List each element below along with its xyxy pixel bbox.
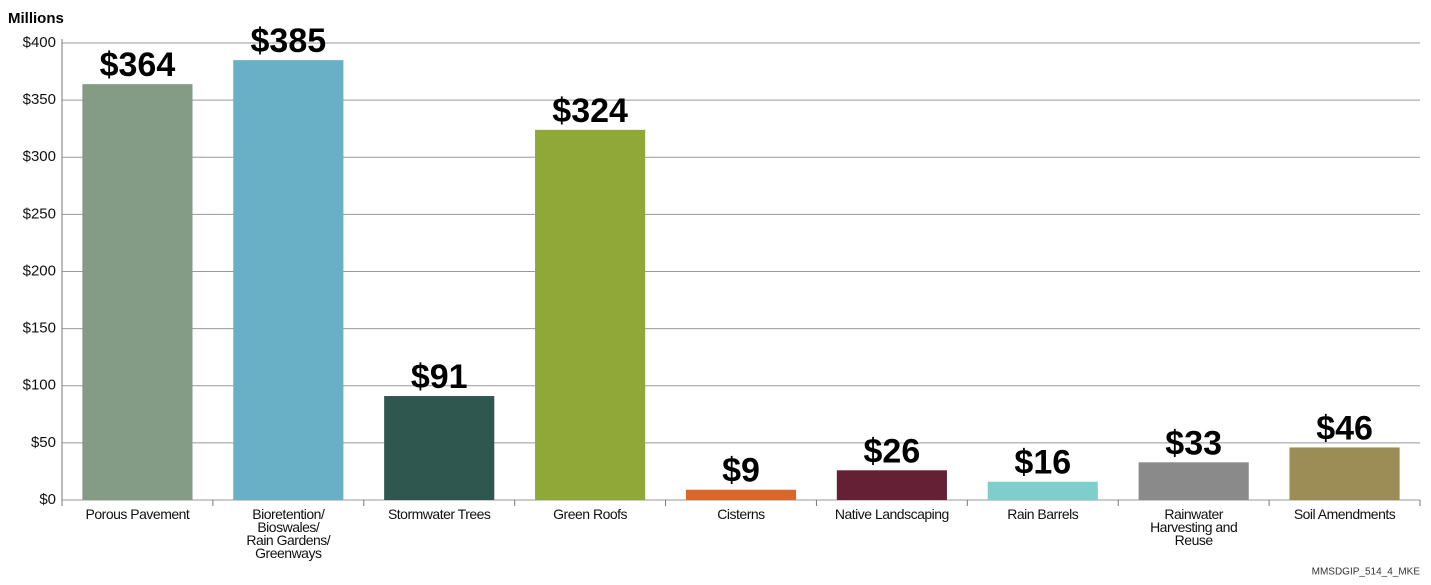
y-tick-label: $100 — [23, 377, 56, 394]
y-tick-label: $300 — [23, 148, 56, 165]
x-tick-label: Native Landscaping — [834, 506, 949, 522]
x-tick-label: Porous Pavement — [85, 506, 190, 522]
bar — [82, 84, 193, 500]
x-tick-label: Rainwater Harvesting and Reuse — [1150, 506, 1238, 548]
x-tick-label: Green Roofs — [553, 506, 628, 522]
bar — [987, 481, 1098, 500]
x-tick-label: Stormwater Trees — [387, 506, 491, 522]
value-label: $324 — [552, 92, 628, 130]
y-axis-label: Millions — [8, 10, 64, 27]
y-tick-label: $0 — [39, 491, 56, 508]
x-tick-label: Rain Barrels — [1007, 506, 1079, 522]
value-label: $26 — [864, 432, 921, 470]
bar — [1138, 462, 1249, 500]
bar — [233, 60, 344, 500]
x-tick-label: Bioretention/ Bioswales/ Rain Gardens/ G… — [246, 506, 331, 561]
bar — [384, 396, 495, 500]
x-tick-label: Cisterns — [717, 506, 765, 522]
bar — [535, 129, 646, 500]
footnote: MMSDGIP_514_4_MKE — [1312, 567, 1421, 578]
value-label: $33 — [1165, 424, 1222, 462]
bar — [1289, 447, 1400, 500]
value-label: $91 — [411, 358, 468, 396]
value-label: $46 — [1316, 409, 1373, 447]
y-tick-label: $50 — [31, 434, 56, 451]
y-tick-label: $350 — [23, 91, 56, 108]
y-tick-label: $200 — [23, 262, 56, 279]
y-tick-label: $150 — [23, 320, 56, 337]
x-tick-label: Soil Amendments — [1293, 506, 1396, 522]
y-tick-label: $400 — [23, 34, 56, 51]
bar — [685, 489, 797, 500]
value-label: $364 — [100, 46, 176, 84]
value-label: $385 — [251, 22, 327, 60]
bar — [836, 470, 947, 500]
value-label: $9 — [722, 452, 760, 490]
y-tick-label: $250 — [23, 205, 56, 222]
value-label: $16 — [1014, 444, 1071, 482]
